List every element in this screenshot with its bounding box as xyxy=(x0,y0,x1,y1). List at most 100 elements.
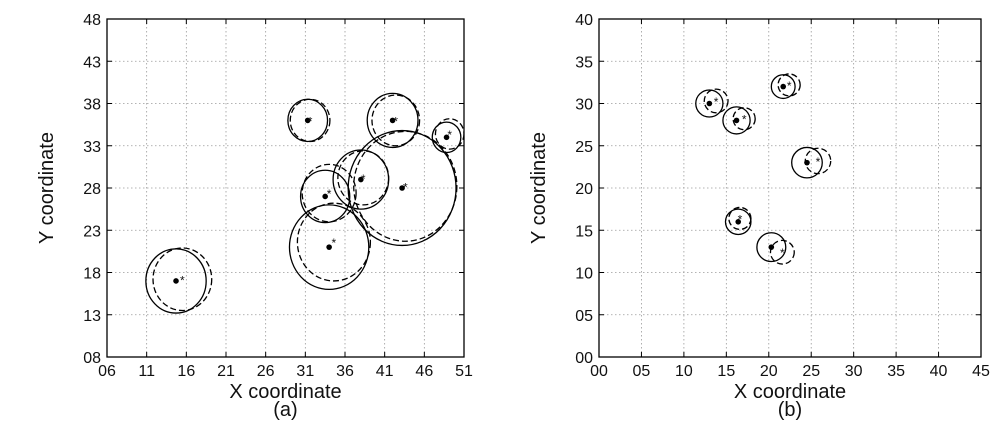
estimated-range-circle xyxy=(152,247,213,312)
estimated-range-circle xyxy=(804,147,832,175)
estimated-position-star: * xyxy=(361,172,366,186)
chart-panel-b: 00 05 10 15 20 25 30 35 40 45 00 05 10 15 20 25 30 35 40 * *… xyxy=(528,12,990,421)
x-tick-label: 36 xyxy=(336,363,354,380)
x-tick-label: 11 xyxy=(138,363,155,380)
estimated-position-star: * xyxy=(742,113,747,127)
y-axis-title: Y coordinate xyxy=(36,132,58,244)
estimated-position-star: * xyxy=(332,236,337,250)
x-tick-label: 30 xyxy=(845,363,863,380)
estimated-position-star: * xyxy=(447,128,452,142)
x-tick-label: 26 xyxy=(257,363,275,380)
y-tick-label: 08 xyxy=(83,350,101,367)
true-position-dot xyxy=(389,117,396,124)
y-tick-label: 18 xyxy=(83,266,101,283)
x-tick-label: 05 xyxy=(633,363,651,380)
chart-panel-a: 06 11 16 21 26 31 36 41 46 51081318232833384348**… xyxy=(36,12,473,421)
estimated-range-circle xyxy=(353,130,458,242)
estimated-position-star: * xyxy=(787,79,792,93)
true-position-dot xyxy=(399,185,405,191)
x-tick-label: 20 xyxy=(760,363,778,380)
x-tick-label: 46 xyxy=(415,363,433,380)
estimated-range-circle xyxy=(301,163,357,223)
true-position-dot xyxy=(304,117,311,124)
panel-caption: (a) xyxy=(273,399,297,421)
y-tick-label: 10 xyxy=(575,266,593,283)
estimated-range-circle xyxy=(337,150,390,206)
estimated-position-star: * xyxy=(816,155,821,169)
estimated-position-star: * xyxy=(714,95,719,109)
x-tick-label: 40 xyxy=(930,363,948,380)
estimated-position-star: * xyxy=(393,114,398,128)
estimated-range-circle xyxy=(289,98,331,143)
y-tick-label: 05 xyxy=(575,308,593,325)
x-axis-title: X coordinate xyxy=(229,381,341,403)
y-tick-label: 40 xyxy=(575,12,593,29)
y-tick-label: 15 xyxy=(575,223,593,240)
true-position-dot xyxy=(780,83,787,90)
true-range-circle xyxy=(695,89,724,118)
y-tick-label: 35 xyxy=(575,54,593,71)
plot-frame xyxy=(598,18,982,358)
estimated-range-circle xyxy=(769,239,795,265)
true-range-circle xyxy=(756,232,787,263)
estimated-range-circle xyxy=(371,94,421,147)
x-tick-label: 16 xyxy=(177,363,195,380)
estimated-range-circle xyxy=(728,206,752,231)
true-range-circle xyxy=(791,146,823,179)
estimated-range-circle xyxy=(703,88,729,114)
y-tick-label: 33 xyxy=(83,139,101,156)
true-position-dot xyxy=(768,244,775,250)
estimated-position-star: * xyxy=(180,273,185,287)
data-layer: * * * * * * * * xyxy=(145,92,464,314)
true-position-dot xyxy=(733,117,740,124)
true-position-dot xyxy=(173,278,179,284)
x-tick-label: 35 xyxy=(887,363,905,380)
panel-caption: (b) xyxy=(778,399,802,421)
x-tick-label: 10 xyxy=(675,363,693,380)
y-tick-label: 38 xyxy=(83,97,101,114)
true-range-circle xyxy=(770,74,796,100)
true-range-circle xyxy=(347,129,457,247)
true-position-dot xyxy=(443,134,450,141)
y-tick-label: 25 xyxy=(575,139,593,156)
y-tick-label: 13 xyxy=(83,308,101,325)
x-tick-label: 31 xyxy=(296,363,314,380)
estimated-range-circle xyxy=(434,118,464,150)
true-range-circle xyxy=(288,204,370,291)
x-axis-title: X coordinate xyxy=(734,381,846,403)
y-tick-label: 20 xyxy=(575,181,593,198)
x-tick-label: 06 xyxy=(98,363,116,380)
x-tick-label: 00 xyxy=(590,363,608,380)
estimated-range-circle xyxy=(732,107,756,131)
y-tick-label: 28 xyxy=(83,181,101,198)
data-layer: * * * * * * xyxy=(695,73,832,265)
true-position-dot xyxy=(706,100,713,107)
true-position-dot xyxy=(735,219,742,225)
true-range-circle xyxy=(366,92,419,149)
true-position-dot xyxy=(322,193,328,200)
estimated-position-star: * xyxy=(403,180,408,194)
y-tick-label: 43 xyxy=(83,54,101,71)
y-tick-label: 23 xyxy=(83,223,101,240)
x-tick-label: 21 xyxy=(217,363,235,380)
x-tick-label: 45 xyxy=(972,363,990,380)
estimated-range-circle xyxy=(777,73,801,97)
true-range-circle xyxy=(299,169,351,224)
y-tick-label: 30 xyxy=(575,97,593,114)
estimated-range-circle xyxy=(296,202,372,282)
x-tick-label: 51 xyxy=(455,363,473,380)
true-range-circle xyxy=(722,106,751,135)
x-tick-label: 15 xyxy=(717,363,735,380)
plot-frame xyxy=(106,18,465,358)
x-tick-label: 41 xyxy=(376,363,394,380)
estimated-position-star: * xyxy=(327,187,332,201)
y-tick-label: 00 xyxy=(575,350,593,367)
estimated-position-star: * xyxy=(780,246,785,260)
true-position-dot xyxy=(326,244,332,250)
true-position-dot xyxy=(358,176,364,183)
estimated-position-star: * xyxy=(308,114,313,128)
x-tick-label: 25 xyxy=(802,363,820,380)
y-axis-title: Y coordinate xyxy=(528,132,550,244)
y-tick-label: 48 xyxy=(83,12,101,29)
